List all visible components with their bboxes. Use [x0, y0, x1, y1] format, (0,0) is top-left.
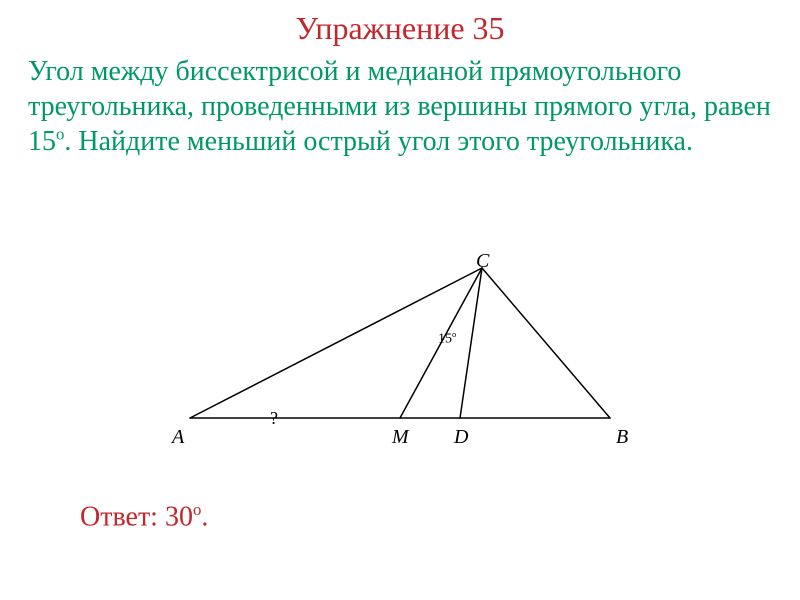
angle-unknown: ?	[270, 408, 278, 429]
vertex-label-D: D	[454, 426, 468, 449]
vertex-label-A: A	[172, 426, 184, 449]
exercise-title: Упражнение 35	[0, 10, 800, 47]
angle-given: 15o	[438, 330, 456, 348]
triangle-diagram: A B C M D? 15o	[170, 248, 630, 458]
vertex-label-C: C	[476, 250, 489, 273]
vertex-label-M: M	[392, 426, 409, 449]
vertex-label-B: B	[616, 426, 628, 449]
answer-text: Ответ: 30o.	[80, 500, 208, 533]
problem-text: Угол между биссектрисой и медианой прямо…	[28, 54, 772, 159]
